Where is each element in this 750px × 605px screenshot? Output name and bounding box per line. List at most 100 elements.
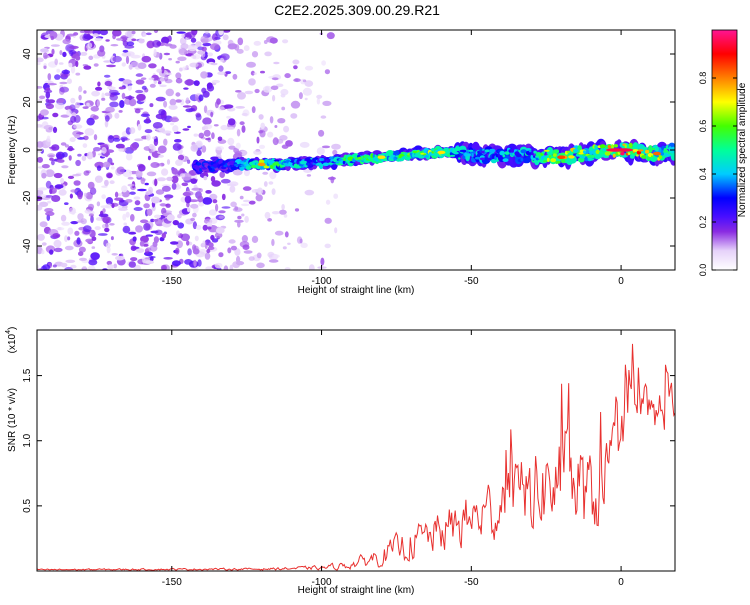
noise-speckle [99,30,108,36]
noise-speckle [235,142,241,149]
noise-speckle [228,145,236,150]
signal-cell [574,148,579,153]
noise-speckle [163,138,168,146]
noise-speckle [52,233,61,239]
noise-speckle [47,99,56,104]
noise-speckle [237,215,242,220]
noise-speckle [149,83,156,88]
signal-cell [489,148,496,153]
noise-speckle [95,86,103,91]
noise-speckle [56,98,65,104]
spectrogram-x-tick-label: 0 [618,276,624,287]
noise-speckle [242,186,252,191]
noise-speckle [227,137,235,146]
signal-cell [499,150,506,156]
noise-speckle [153,30,159,34]
noise-speckle [180,233,190,242]
noise-speckle [86,117,95,126]
noise-speckle [196,149,202,157]
noise-speckle [107,86,116,90]
noise-speckle [153,48,157,57]
noise-speckle [198,94,204,102]
noise-speckle [145,32,152,36]
noise-speckle [184,259,193,265]
noise-speckle [128,231,137,235]
noise-speckle [96,165,102,171]
noise-speckle [253,40,261,46]
noise-speckle [294,208,300,212]
noise-speckle [273,61,280,65]
noise-speckle [176,240,184,249]
noise-speckle [101,194,106,200]
noise-speckle [271,238,275,247]
signal-cell [449,152,453,156]
noise-speckle [241,203,250,207]
noise-speckle [87,42,93,49]
noise-speckle [125,56,130,64]
noise-speckle [118,207,128,211]
noise-speckle [133,196,141,200]
noise-speckle [37,86,43,89]
signal-cell [468,149,474,152]
signal-cell [568,155,575,159]
noise-speckle [234,206,239,211]
noise-speckle [37,62,41,66]
noise-speckle [59,81,68,85]
noise-speckle [230,201,237,208]
noise-speckle [156,68,163,73]
noise-speckle [149,244,158,252]
noise-speckle [218,106,225,111]
noise-speckle [236,48,244,54]
noise-speckle [182,128,190,131]
signal-cell [561,159,566,164]
noise-speckle [85,238,94,243]
noise-speckle [283,214,288,218]
signal-cell [281,164,285,168]
noise-speckle [138,38,145,44]
noise-speckle [190,178,198,184]
noise-speckle [282,39,289,44]
snr-exponent-label: (x104) [5,327,18,354]
noise-speckle [264,211,271,219]
noise-speckle [142,256,146,264]
noise-speckle [52,126,58,133]
signal-cell [658,154,663,160]
noise-speckle [203,175,208,181]
noise-speckle [195,41,202,48]
signal-cell [550,158,557,163]
noise-speckle [229,264,234,270]
noise-speckle [75,72,81,76]
noise-speckle [177,214,182,219]
noise-speckle [192,212,197,218]
noise-speckle [70,221,79,225]
noise-speckle [37,57,44,63]
noise-speckle [262,85,273,93]
signal-cell [594,145,598,150]
noise-speckle [141,77,147,80]
signal-cell [635,154,639,157]
noise-speckle [162,130,172,134]
signal-peak [257,162,266,167]
noise-speckle [128,261,136,268]
noise-speckle [205,190,212,194]
noise-speckle [94,37,103,42]
noise-speckle [211,132,215,140]
noise-speckle [47,73,52,81]
noise-speckle [83,225,92,233]
noise-speckle [121,62,127,67]
signal-cell [584,156,588,162]
noise-speckle [214,262,223,269]
noise-speckle [111,203,115,209]
noise-speckle [218,30,224,36]
noise-speckle [198,201,205,207]
colorbar-ticks: 0.0 0.2 0.4 0.6 0.8 [698,72,737,276]
noise-speckle [125,211,130,218]
noise-speckle [180,173,186,178]
noise-speckle [84,30,94,34]
signal-cell [497,153,501,158]
noise-speckle [153,219,159,222]
noise-speckle [172,220,179,226]
noise-speckle [166,176,174,182]
snr-x-tick-label: -150 [162,577,182,588]
